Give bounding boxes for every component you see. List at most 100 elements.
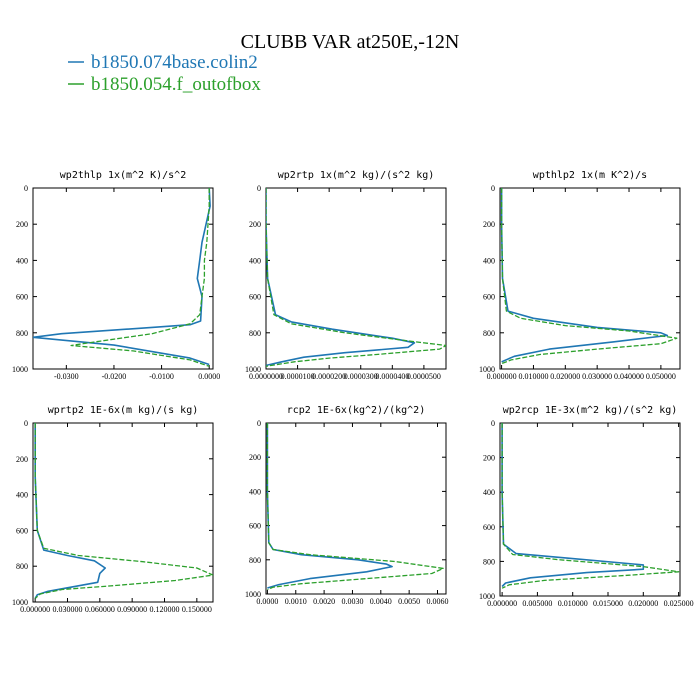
- y-tick-label: 800: [483, 329, 495, 338]
- x-tick-label: 0.0030: [341, 597, 363, 606]
- panel-3: wpthlp2 1x(m K^2)/s 0 200 400 600 800 10000.00…: [479, 170, 681, 381]
- y-tick-label: 200: [483, 220, 495, 229]
- panel-4: wprtp2 1E-6x(m kg)/(s kg) 0 200 400 600 800 10…: [12, 405, 214, 614]
- x-tick-label: 0.020000: [550, 372, 580, 381]
- x-tick-label: 0.005000: [522, 599, 552, 608]
- x-tick-label: 0.025000: [664, 599, 694, 608]
- y-tick-label: 0: [257, 184, 261, 193]
- panel-title: wp2thlp 1x(m^2 K)/s^2: [60, 170, 186, 181]
- y-tick-label: 1000: [245, 365, 261, 374]
- legend: b1850.074base.colin2 b1850.054.f_outofbo…: [68, 52, 261, 95]
- y-tick-label: 0: [491, 419, 495, 428]
- y-tick-label: 600: [483, 523, 495, 532]
- plot-frame: [499, 422, 681, 597]
- y-tick-label: 0: [257, 419, 261, 428]
- x-tick-label: 0.0010: [285, 597, 307, 606]
- series-line-1: [500, 188, 669, 363]
- panel-6: wp2rcp 1E-3x(m^2 kg)/(s^2 kg) 0 200 400 600 8…: [479, 405, 694, 608]
- x-tick-label: 0.0000: [198, 372, 220, 381]
- plot-frame: [32, 422, 214, 603]
- x-tick-label: -0.0200: [102, 372, 127, 381]
- y-tick-label: 200: [16, 455, 28, 464]
- x-tick-label: 0.0000200: [312, 372, 346, 381]
- panel-title: wp2rtp 1x(m^2 kg)/(s^2 kg): [278, 170, 435, 181]
- y-tick-label: 600: [483, 293, 495, 302]
- x-tick-label: 0.010000: [518, 372, 548, 381]
- y-tick-label: 400: [16, 491, 28, 500]
- series-line-1: [33, 188, 211, 366]
- y-tick-label: 1000: [479, 592, 495, 601]
- x-tick-label: 0.0060: [426, 597, 448, 606]
- series-line-2: [266, 423, 444, 591]
- series-line-2: [500, 188, 678, 365]
- legend-label-2: b1850.054.f_outofbox: [91, 74, 261, 95]
- series-line-1: [266, 188, 416, 367]
- plot-frame: [32, 187, 214, 370]
- plot-frame: [265, 187, 447, 370]
- y-tick-label: 1000: [479, 365, 495, 374]
- x-tick-label: 0.050000: [646, 372, 676, 381]
- y-tick-label: 400: [16, 256, 28, 265]
- plot-frame: [265, 422, 447, 595]
- panel-1: wp2thlp 1x(m^2 K)/s^2 0 200 400 600 800 1000 -0…: [12, 170, 220, 381]
- series-line-1: [266, 423, 393, 589]
- panel-title: wpthlp2 1x(m K^2)/s: [533, 170, 647, 181]
- y-tick-label: 1000: [12, 365, 28, 374]
- x-tick-label: 0.0000: [256, 597, 278, 606]
- x-tick-label: 0.020000: [628, 599, 658, 608]
- panel-5: rcp2 1E-6x(kg^2)/(kg^2) 0 200 400 600 800 1000…: [245, 405, 448, 606]
- panel-title: wprtp2 1E-6x(m kg)/(s kg): [48, 405, 199, 416]
- y-tick-label: 1000: [245, 590, 261, 599]
- x-tick-label: 0.000000: [487, 599, 517, 608]
- y-tick-label: 1000: [12, 598, 28, 607]
- x-tick-label: 0.0020: [313, 597, 335, 606]
- x-tick-label: 0.0000400: [375, 372, 409, 381]
- panel-title: wp2rcp 1E-3x(m^2 kg)/(s^2 kg): [503, 405, 678, 416]
- x-tick-label: 0.040000: [614, 372, 644, 381]
- y-tick-label: 600: [16, 293, 28, 302]
- x-tick-label: 0.0000000: [249, 372, 283, 381]
- panel-title: rcp2 1E-6x(kg^2)/(kg^2): [287, 405, 425, 416]
- y-tick-label: 400: [249, 487, 261, 496]
- legend-label-1: b1850.074base.colin2: [91, 52, 258, 73]
- y-tick-label: 800: [16, 329, 28, 338]
- y-tick-label: 800: [249, 329, 261, 338]
- x-tick-label: 0.0000500: [407, 372, 441, 381]
- y-tick-label: 800: [483, 557, 495, 566]
- y-tick-label: 0: [24, 419, 28, 428]
- y-tick-label: 200: [249, 453, 261, 462]
- x-tick-label: -0.0300: [54, 372, 79, 381]
- y-tick-label: 400: [483, 256, 495, 265]
- y-tick-label: 400: [483, 488, 495, 497]
- x-tick-label: 0.0050: [398, 597, 420, 606]
- panel-2: wp2rtp 1x(m^2 kg)/(s^2 kg) 0 200 400 600 800 1…: [245, 170, 447, 381]
- plot-frame: [499, 187, 681, 370]
- y-tick-label: 800: [249, 556, 261, 565]
- y-tick-label: 800: [16, 562, 28, 571]
- y-tick-label: 200: [16, 220, 28, 229]
- y-tick-label: 600: [16, 526, 28, 535]
- y-tick-label: 200: [249, 220, 261, 229]
- x-tick-label: 0.000000: [487, 372, 517, 381]
- figure-title: CLUBB VAR at250E,-12N: [241, 31, 460, 53]
- y-tick-label: 400: [249, 256, 261, 265]
- x-tick-label: 0.015000: [593, 599, 623, 608]
- y-tick-label: 200: [483, 454, 495, 463]
- series-line-1: [501, 423, 645, 588]
- series-line-2: [70, 188, 210, 367]
- x-tick-label: 0.030000: [582, 372, 612, 381]
- series-line-2: [34, 423, 213, 599]
- y-tick-label: 0: [24, 184, 28, 193]
- y-tick-label: 600: [249, 293, 261, 302]
- x-tick-label: 0.0040: [370, 597, 392, 606]
- y-tick-label: 0: [491, 184, 495, 193]
- y-tick-label: 600: [249, 522, 261, 531]
- x-tick-label: 0.000000: [20, 605, 50, 614]
- series-line-1: [34, 423, 106, 599]
- x-tick-label: 0.010000: [558, 599, 588, 608]
- x-tick-label: 0.090000: [117, 605, 147, 614]
- x-tick-label: 0.060000: [85, 605, 115, 614]
- x-tick-label: 0.150000: [182, 605, 212, 614]
- x-tick-label: 0.0000100: [281, 372, 315, 381]
